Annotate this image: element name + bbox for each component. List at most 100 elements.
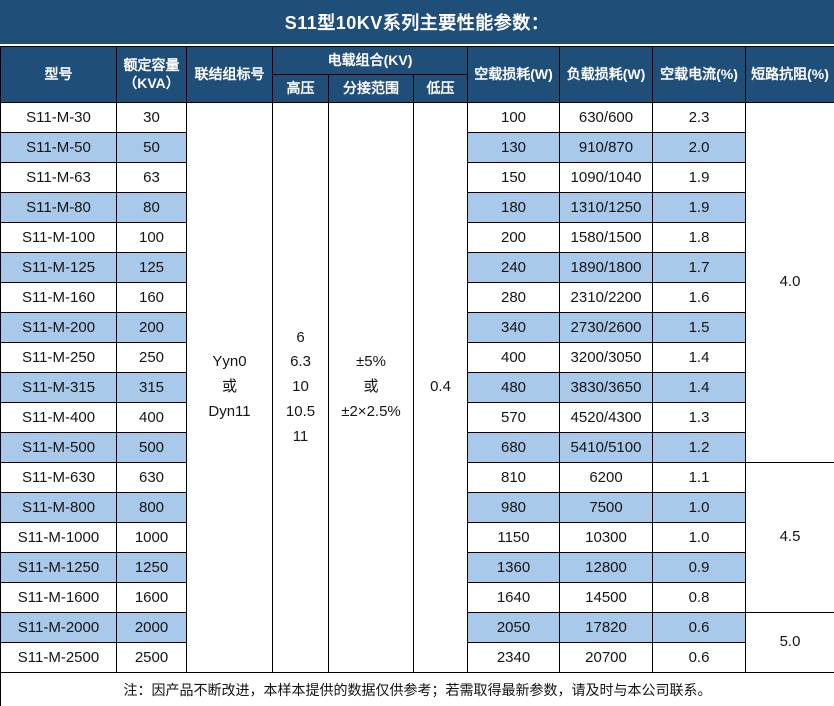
cell-no-load-loss: 130	[467, 132, 560, 163]
cell-model: S11-M-160	[0, 282, 117, 313]
cell-load-loss: 4520/4300	[559, 402, 653, 433]
cell-low-voltage-merged: 0.4	[413, 102, 468, 673]
cell-model: S11-M-100	[0, 222, 117, 253]
cell-load-loss: 630/600	[559, 102, 653, 133]
cell-no-load-current: 0.8	[652, 582, 746, 613]
cell-load-loss: 6200	[559, 462, 653, 493]
cell-no-load-loss: 180	[467, 192, 560, 223]
cell-model: S11-M-80	[0, 192, 117, 223]
cell-capacity: 2500	[116, 642, 187, 673]
header-row-2: 高压 分接范围 低压	[1, 74, 834, 103]
table-row: S11-M-100 100 200 1580/1500 1.8	[0, 222, 834, 253]
cell-model: S11-M-2500	[0, 642, 117, 673]
header-capacity: 额定容量 （KVA）	[116, 46, 187, 103]
cell-load-loss: 1580/1500	[559, 222, 653, 253]
cell-impedance-merged: 5.0	[745, 612, 834, 673]
cell-no-load-current: 1.0	[652, 522, 746, 553]
cell-capacity: 160	[116, 282, 187, 313]
cell-no-load-loss: 2050	[467, 612, 560, 643]
cell-capacity: 1600	[116, 582, 187, 613]
cell-no-load-loss: 1360	[467, 552, 560, 583]
cell-no-load-current: 1.4	[652, 342, 746, 373]
table-body: S11-M-30 30 Yyn0 或 Dyn11 6 6.3 10 10.5 11 ±5% 或 ±2×2…	[0, 102, 834, 673]
cell-model: S11-M-400	[0, 402, 117, 433]
table-row: S11-M-400 400 570 4520/4300 1.3	[0, 402, 834, 433]
cell-load-loss: 17820	[559, 612, 653, 643]
cell-no-load-loss: 480	[467, 372, 560, 403]
cell-no-load-current: 1.9	[652, 162, 746, 193]
cell-no-load-current: 1.6	[652, 282, 746, 313]
cell-no-load-loss: 150	[467, 162, 560, 193]
cell-capacity: 63	[116, 162, 187, 193]
cell-model: S11-M-63	[0, 162, 117, 193]
table-row: S11-M-125 125 240 1890/1800 1.7	[0, 252, 834, 283]
cell-no-load-current: 0.6	[652, 642, 746, 673]
table-row: S11-M-250 250 400 3200/3050 1.4	[0, 342, 834, 373]
cell-capacity: 400	[116, 402, 187, 433]
cell-high-voltage-merged: 6 6.3 10 10.5 11	[272, 102, 329, 673]
cell-capacity: 125	[116, 252, 187, 283]
cell-capacity: 250	[116, 342, 187, 373]
header-no-load-loss: 空载损耗(W)	[467, 46, 560, 103]
table-row: S11-M-50 50 130 910/870 2.0	[0, 132, 834, 163]
cell-no-load-loss: 680	[467, 432, 560, 463]
cell-no-load-current: 2.3	[652, 102, 746, 133]
cell-no-load-loss: 100	[467, 102, 560, 133]
cell-load-loss: 1890/1800	[559, 252, 653, 283]
cell-no-load-loss: 280	[467, 282, 560, 313]
header-load-loss: 负载损耗(W)	[559, 46, 653, 103]
cell-load-loss: 2730/2600	[559, 312, 653, 343]
cell-capacity: 80	[116, 192, 187, 223]
cell-load-loss: 3200/3050	[559, 342, 653, 373]
table-footer: 注：因产品不断改进，本样本提供的数据仅供参考；若需取得最新参数，请及时与本公司联…	[0, 672, 834, 706]
header-voltage-group: 电载组合(KV)	[272, 46, 468, 75]
cell-no-load-loss: 240	[467, 252, 560, 283]
table-row: S11-M-500 500 680 5410/5100 1.2	[0, 432, 834, 463]
cell-load-loss: 20700	[559, 642, 653, 673]
cell-capacity: 100	[116, 222, 187, 253]
cell-no-load-current: 1.3	[652, 402, 746, 433]
cell-connection-merged: Yyn0 或 Dyn11	[186, 102, 273, 673]
table-row: S11-M-1250 1250 1360 12800 0.9	[0, 552, 834, 583]
header-high-voltage: 高压	[272, 74, 329, 103]
cell-capacity: 50	[116, 132, 187, 163]
cell-model: S11-M-800	[0, 492, 117, 523]
cell-impedance-merged: 4.0	[745, 102, 834, 463]
cell-capacity: 500	[116, 432, 187, 463]
cell-no-load-loss: 340	[467, 312, 560, 343]
cell-no-load-loss: 1640	[467, 582, 560, 613]
cell-model: S11-M-1600	[0, 582, 117, 613]
cell-model: S11-M-250	[0, 342, 117, 373]
cell-no-load-loss: 200	[467, 222, 560, 253]
cell-model: S11-M-500	[0, 432, 117, 463]
note-row: 注：因产品不断改进，本样本提供的数据仅供参考；若需取得最新参数，请及时与本公司联…	[0, 672, 834, 706]
cell-no-load-current: 1.0	[652, 492, 746, 523]
table-header: 型号 额定容量 （KVA） 联结组标号 电载组合(KV) 空载损耗(W) 负载损耗(W) 空载…	[0, 46, 834, 103]
header-low-voltage: 低压	[413, 74, 468, 103]
cell-model: S11-M-50	[0, 132, 117, 163]
cell-capacity: 200	[116, 312, 187, 343]
cell-model: S11-M-1000	[0, 522, 117, 553]
table-row: S11-M-1000 1000 1150 10300 1.0	[0, 522, 834, 553]
cell-capacity: 1250	[116, 552, 187, 583]
table-row: S11-M-200 200 340 2730/2600 1.5	[0, 312, 834, 343]
table-row: S11-M-30 30 Yyn0 或 Dyn11 6 6.3 10 10.5 11 ±5% 或 ±2×2…	[0, 102, 834, 673]
cell-no-load-current: 0.9	[652, 552, 746, 583]
cell-no-load-current: 1.7	[652, 252, 746, 283]
cell-capacity: 630	[116, 462, 187, 493]
cell-load-loss: 3830/3650	[559, 372, 653, 403]
header-no-load-current: 空载电流(%)	[652, 46, 746, 103]
cell-load-loss: 7500	[559, 492, 653, 523]
header-model: 型号	[0, 46, 117, 103]
cell-no-load-loss: 400	[467, 342, 560, 373]
cell-model: S11-M-2000	[0, 612, 117, 643]
cell-model: S11-M-315	[0, 372, 117, 403]
table-row: S11-M-80 80 180 1310/1250 1.9	[0, 192, 834, 223]
cell-model: S11-M-1250	[0, 552, 117, 583]
cell-no-load-current: 1.9	[652, 192, 746, 223]
cell-load-loss: 1090/1040	[559, 162, 653, 193]
cell-model: S11-M-200	[0, 312, 117, 343]
cell-capacity: 315	[116, 372, 187, 403]
cell-no-load-loss: 2340	[467, 642, 560, 673]
